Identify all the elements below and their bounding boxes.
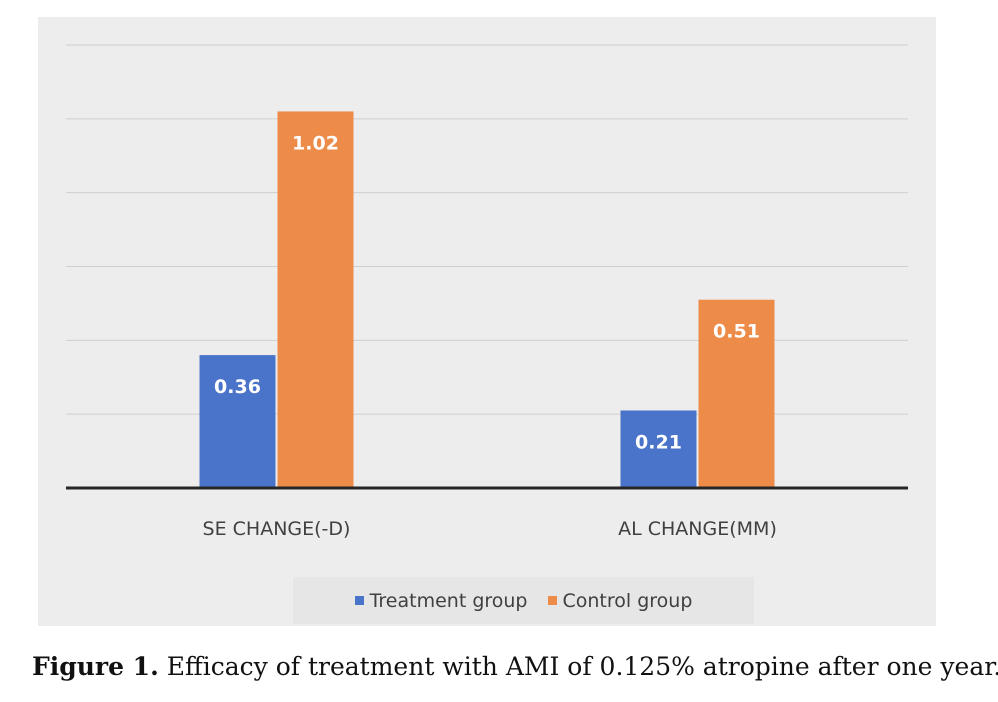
legend-label-treatment: Treatment group: [369, 589, 528, 612]
legend-item-treatment: Treatment group: [354, 589, 528, 612]
caption-label: Figure 1.: [32, 652, 159, 681]
bar-control-0: [277, 111, 354, 488]
x-axis: SE CHANGE(-D) AL CHANGE(MM): [66, 486, 908, 540]
legend-swatch-control: [547, 596, 557, 605]
data-label-control-0: 1.02: [292, 132, 339, 154]
gridlines: [66, 44, 908, 415]
data-label-treatment-1: 0.21: [635, 431, 682, 453]
bar-treatment-1: [620, 410, 697, 488]
data-label-control-1: 0.51: [713, 321, 760, 343]
data-labels: 0.36 1.02 0.21 0.51: [214, 132, 760, 453]
legend-swatch-treatment: [354, 596, 364, 605]
x-tick-label-0: SE CHANGE(-D): [203, 518, 351, 540]
legend: Treatment group Control group: [293, 577, 754, 624]
caption-text: Efficacy of treatment with AMI of 0.125%…: [166, 652, 998, 681]
chart-panel: 0.36 1.02 0.21 0.51 SE CHANGE(-D) AL CHANGE(…: [38, 17, 936, 626]
legend-item-control: Control group: [547, 589, 693, 612]
data-label-treatment-0: 0.36: [214, 376, 261, 398]
bar-control-1: [698, 299, 775, 488]
bar-chart: 0.36 1.02 0.21 0.51 SE CHANGE(-D) AL CHANGE(…: [66, 44, 908, 540]
legend-label-control: Control group: [562, 589, 693, 612]
bar-treatment-0: [199, 355, 276, 488]
bars: [199, 111, 775, 488]
x-tick-label-1: AL CHANGE(MM): [618, 518, 777, 540]
figure-caption: Figure 1. Efficacy of treatment with AMI…: [32, 652, 998, 681]
